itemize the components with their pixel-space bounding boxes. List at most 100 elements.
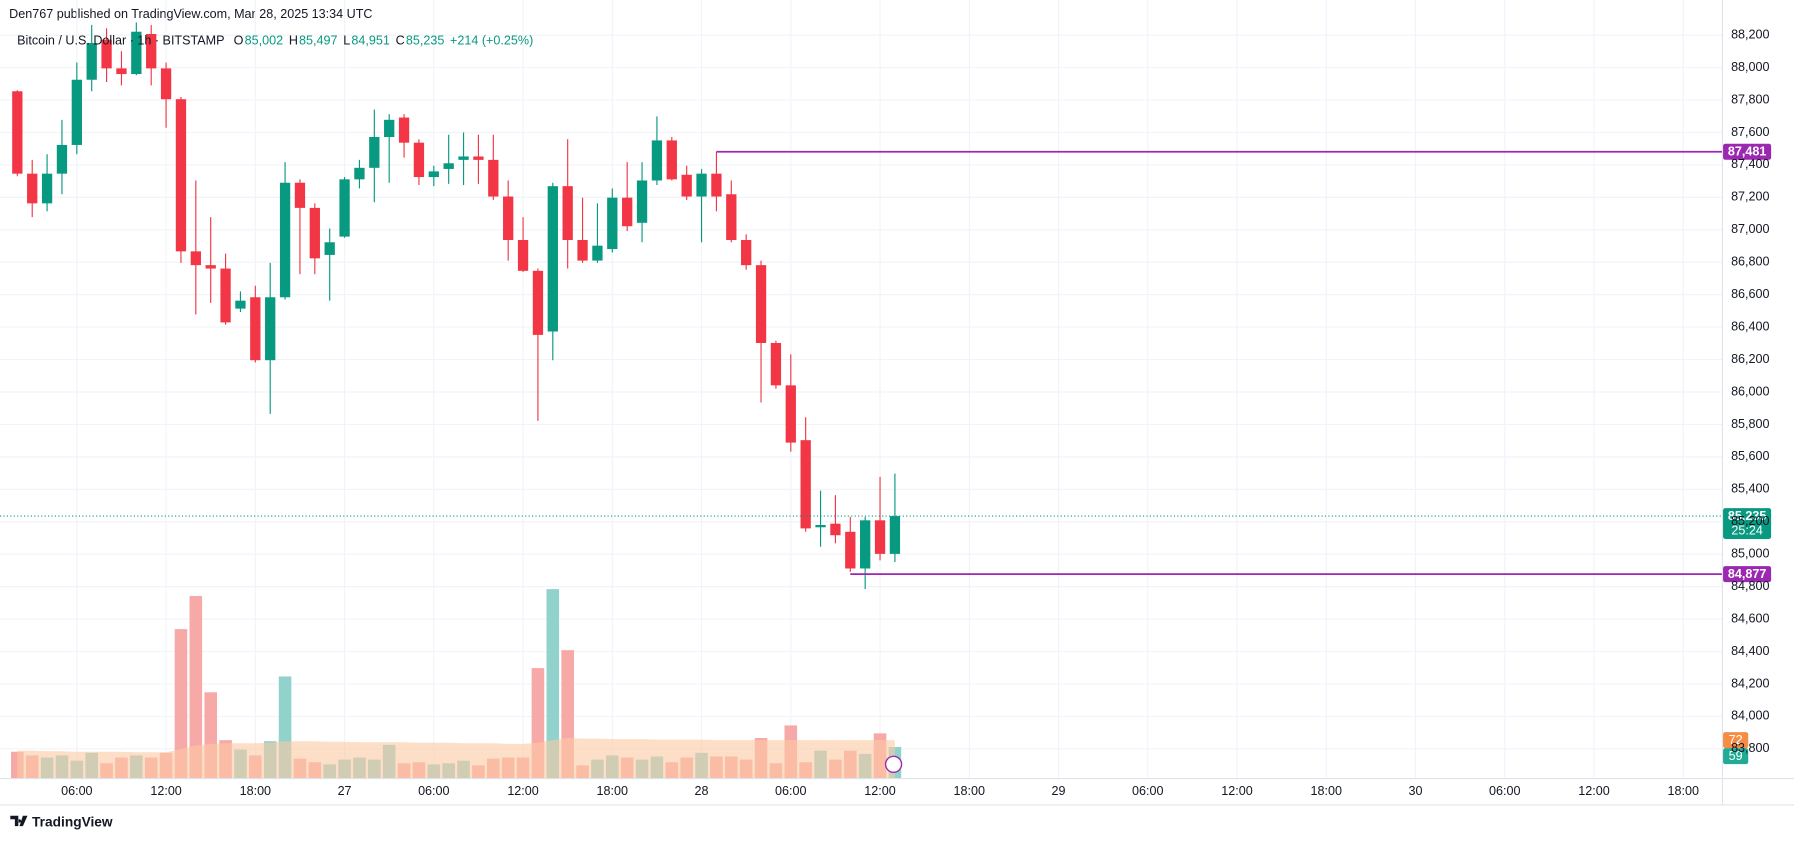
- candle-body: [384, 119, 395, 138]
- x-tick-label: 06:00: [775, 784, 806, 798]
- y-tick-label: 88,200: [1731, 27, 1769, 41]
- candle-body: [41, 173, 53, 204]
- x-tick-label: 18:00: [1311, 784, 1342, 798]
- x-tick-label: 06:00: [418, 784, 449, 798]
- y-tick-label: 85,400: [1731, 482, 1769, 496]
- candle-body: [116, 68, 127, 75]
- y-tick-label: 85,800: [1731, 417, 1769, 431]
- volume-pane: [11, 589, 902, 779]
- legend-value: 85,497: [299, 34, 337, 48]
- legend-value: 85,235: [406, 34, 444, 48]
- candle-body: [726, 194, 737, 241]
- x-tick-label: 29: [1052, 784, 1066, 798]
- x-tick-label: 27: [338, 784, 352, 798]
- candle-body: [711, 173, 722, 197]
- candle-body: [279, 182, 291, 298]
- candle-body: [56, 144, 68, 174]
- candle-body: [815, 524, 826, 528]
- candle-body: [607, 197, 618, 250]
- candle-body: [845, 531, 856, 569]
- candle-body: [800, 440, 811, 529]
- y-tick-label: 84,200: [1731, 676, 1769, 690]
- candle-body: [146, 34, 157, 69]
- candle-body: [398, 117, 410, 143]
- candle-body: [874, 520, 886, 554]
- level-tag: [1723, 566, 1772, 583]
- level-tag-label: 87,481: [1728, 145, 1766, 159]
- volume-bar: [546, 589, 560, 779]
- legend-value: 85,002: [245, 34, 283, 48]
- candle-body: [369, 137, 380, 168]
- y-tick-label: 87,200: [1731, 190, 1769, 204]
- y-tick-label: 86,600: [1731, 287, 1769, 301]
- candle-body: [443, 163, 454, 169]
- x-tick-label: 06:00: [1489, 784, 1520, 798]
- candle-body: [741, 240, 752, 266]
- candle-body: [12, 91, 23, 174]
- candle-body: [190, 251, 201, 266]
- x-tick-label: 12:00: [1221, 784, 1252, 798]
- candle-body: [324, 242, 335, 255]
- y-tick-label: 87,800: [1731, 92, 1769, 106]
- candle-body: [71, 79, 82, 145]
- y-tick-label: 86,000: [1731, 384, 1769, 398]
- candle-body: [547, 186, 558, 332]
- candle-body: [309, 207, 320, 259]
- candle-body: [636, 180, 648, 223]
- x-tick-label: 18:00: [597, 784, 628, 798]
- candle-body: [562, 186, 573, 241]
- y-tick-label: 87,400: [1731, 157, 1769, 171]
- x-tick-label: 12:00: [1578, 784, 1609, 798]
- candle-body: [889, 516, 901, 554]
- candle-body: [27, 173, 38, 204]
- volume-tag-label: 72: [1729, 733, 1743, 747]
- candle-body: [785, 385, 796, 443]
- y-tick-label: 83,800: [1731, 741, 1769, 755]
- y-tick-label: 84,800: [1731, 579, 1769, 593]
- candle-body: [755, 265, 767, 344]
- footer-brand: TradingView: [32, 814, 113, 829]
- candle-body: [339, 179, 350, 237]
- candle-body: [131, 31, 142, 75]
- candle-body: [577, 240, 588, 261]
- last-price-tag: [1723, 508, 1772, 539]
- x-tick-label: 18:00: [954, 784, 985, 798]
- y-tick-label: 86,800: [1731, 255, 1769, 269]
- y-tick-label: 86,200: [1731, 352, 1769, 366]
- last-price-label: 85,235: [1728, 509, 1766, 523]
- volume-bar: [189, 595, 203, 779]
- candle-body: [830, 523, 841, 536]
- candle-body: [458, 156, 469, 160]
- legend-key: L: [343, 34, 350, 48]
- candle-body: [592, 245, 603, 261]
- x-tick-label: 12:00: [150, 784, 181, 798]
- symbol-title: Bitcoin / U.S. Dollar · 1h · BITSTAMP: [17, 34, 224, 48]
- volume-ma-area: [17, 738, 895, 779]
- volume-tag: [1723, 732, 1749, 749]
- candle-body: [160, 68, 172, 100]
- x-tick-label: 06:00: [1132, 784, 1163, 798]
- candle-body: [101, 39, 112, 69]
- candle-body: [622, 197, 633, 227]
- publisher-line: Den767 published on TradingView.com, Mar…: [9, 7, 372, 21]
- legend-change: +214 (+0.25%): [450, 34, 533, 48]
- candle-body: [517, 240, 529, 271]
- legend-key: O: [234, 34, 244, 48]
- candle-body: [250, 297, 261, 361]
- y-tick-label: 84,400: [1731, 644, 1769, 658]
- x-tick-label: 18:00: [1668, 784, 1699, 798]
- candle-body: [86, 43, 97, 80]
- candles: [12, 22, 901, 590]
- x-tick-label: 18:00: [240, 784, 271, 798]
- legend-key: C: [396, 34, 405, 48]
- x-tick-label: 12:00: [864, 784, 895, 798]
- candle-body: [473, 156, 484, 160]
- candle-body: [175, 99, 187, 252]
- y-tick-label: 88,000: [1731, 60, 1769, 74]
- candle-body: [681, 174, 692, 197]
- indicator-icon: [884, 755, 903, 774]
- y-tick-label: 84,600: [1731, 611, 1769, 625]
- y-tick-label: 87,600: [1731, 125, 1769, 139]
